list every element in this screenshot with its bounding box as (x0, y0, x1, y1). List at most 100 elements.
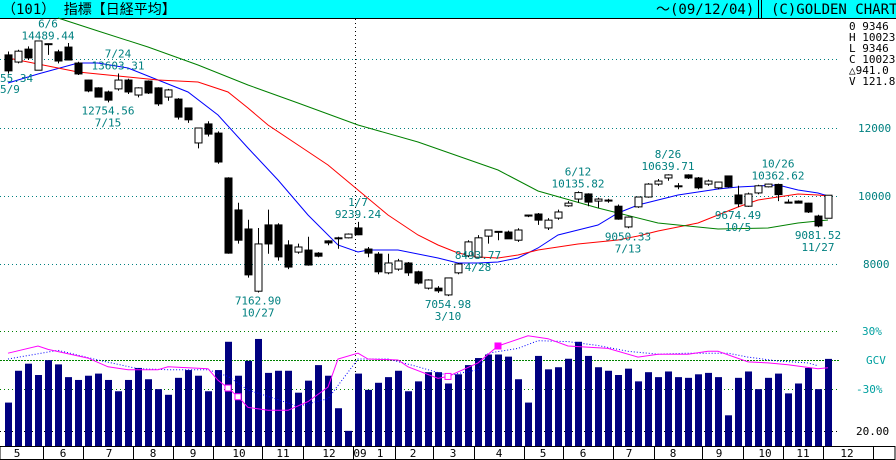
volume-bar (55, 364, 62, 446)
month-label: 5 (540, 447, 547, 460)
volume-bar (485, 354, 492, 446)
candle-body-up (384, 262, 393, 274)
volume-bar (825, 358, 832, 446)
candle-body-down (774, 183, 783, 196)
annotation-value: 14489.44 (22, 29, 75, 42)
volume-bar (735, 377, 742, 446)
candle (324, 240, 333, 246)
annotation-value: 13603.31 (92, 59, 145, 72)
volume-bar (545, 369, 552, 446)
candle (644, 183, 653, 198)
candle-body-down (734, 194, 743, 205)
moving-averages (7, 17, 829, 264)
moving-average-line-3 (57, 17, 829, 230)
candle-body-down (214, 132, 223, 163)
month-label: 4 (496, 447, 503, 460)
volume-bar (205, 391, 212, 446)
month-label: 10 (232, 447, 245, 460)
candle-body-up (14, 50, 23, 63)
volume-bar (5, 402, 12, 446)
annotation-date: 1/7 (348, 196, 368, 209)
month-label: 11 (276, 447, 289, 460)
candle-body-down (244, 228, 253, 276)
candle (474, 235, 483, 258)
volume-bar (35, 375, 42, 446)
candle (54, 49, 63, 64)
volume-bar (755, 389, 762, 446)
candle (694, 176, 703, 190)
annotation-value: 55.34 (0, 72, 33, 85)
candle-body-down (64, 46, 73, 61)
candle-body-down (234, 209, 243, 241)
ytick-10000: 10000 (858, 190, 891, 203)
volume-bar (65, 377, 72, 446)
candle (94, 87, 103, 98)
volume-bar (145, 379, 152, 446)
candle (144, 80, 153, 94)
month-label: 12 (840, 447, 853, 460)
volume-bar (265, 372, 272, 446)
annotation-date: 4/28 (465, 261, 492, 274)
month-label: 1 (377, 447, 384, 460)
candle-body-up (114, 79, 123, 90)
chart-title: （101） 指標【日経平均】 (2, 2, 176, 18)
candle-body-down (184, 107, 193, 121)
candle-body-up (714, 181, 723, 189)
annotation-date: 3/10 (435, 310, 462, 323)
annotation-date: 10/5 (725, 221, 752, 234)
volume-bar (405, 391, 412, 446)
candle (164, 88, 173, 101)
volume-bar (465, 365, 472, 446)
candle-body-up (194, 127, 203, 144)
candle-body-down (724, 175, 733, 188)
annotation-date: 7/24 (105, 47, 132, 60)
candle (414, 270, 423, 285)
volume-bar (655, 377, 662, 446)
extreme-annotation: 7054.983/10 (425, 298, 471, 323)
volume-bar (195, 375, 202, 446)
volume-bar (765, 377, 772, 446)
candle (514, 228, 523, 242)
volume-bar (415, 381, 422, 446)
candle (404, 261, 413, 276)
volume-bar (15, 370, 22, 446)
candle-body-down (104, 91, 113, 101)
annotation-date: 8/26 (655, 148, 682, 161)
volume-bar (255, 338, 262, 446)
candle (424, 279, 433, 290)
volume-bar (75, 379, 82, 446)
candle-body-down (204, 123, 213, 135)
volume-bar (235, 375, 242, 446)
candle (204, 121, 213, 137)
candle (124, 78, 133, 94)
volume-bar (595, 367, 602, 446)
candle (764, 183, 773, 188)
volume-bar (525, 402, 532, 446)
month-label: 9 (190, 447, 197, 460)
month-label: 9 (716, 447, 723, 460)
candle-body-up (474, 237, 483, 258)
header-bar (0, 0, 896, 18)
candle (314, 252, 323, 258)
volume-bar (185, 370, 192, 446)
candle (794, 200, 803, 204)
candle-body-up (454, 263, 463, 274)
volume-bar (225, 341, 232, 446)
candle (784, 199, 793, 204)
candle (284, 240, 293, 270)
volume-bar (155, 389, 162, 446)
candle-body-up (824, 194, 833, 219)
candle (494, 230, 503, 241)
candle-body-down (174, 98, 183, 118)
candle-body-down (24, 48, 33, 59)
candle (704, 179, 713, 186)
candle-body-down (324, 240, 333, 244)
candle-body-down (404, 262, 413, 274)
buy-signal-marker (494, 342, 502, 350)
volume-bar (745, 371, 752, 446)
volume-bar (95, 373, 102, 446)
volume-bar (515, 379, 522, 446)
